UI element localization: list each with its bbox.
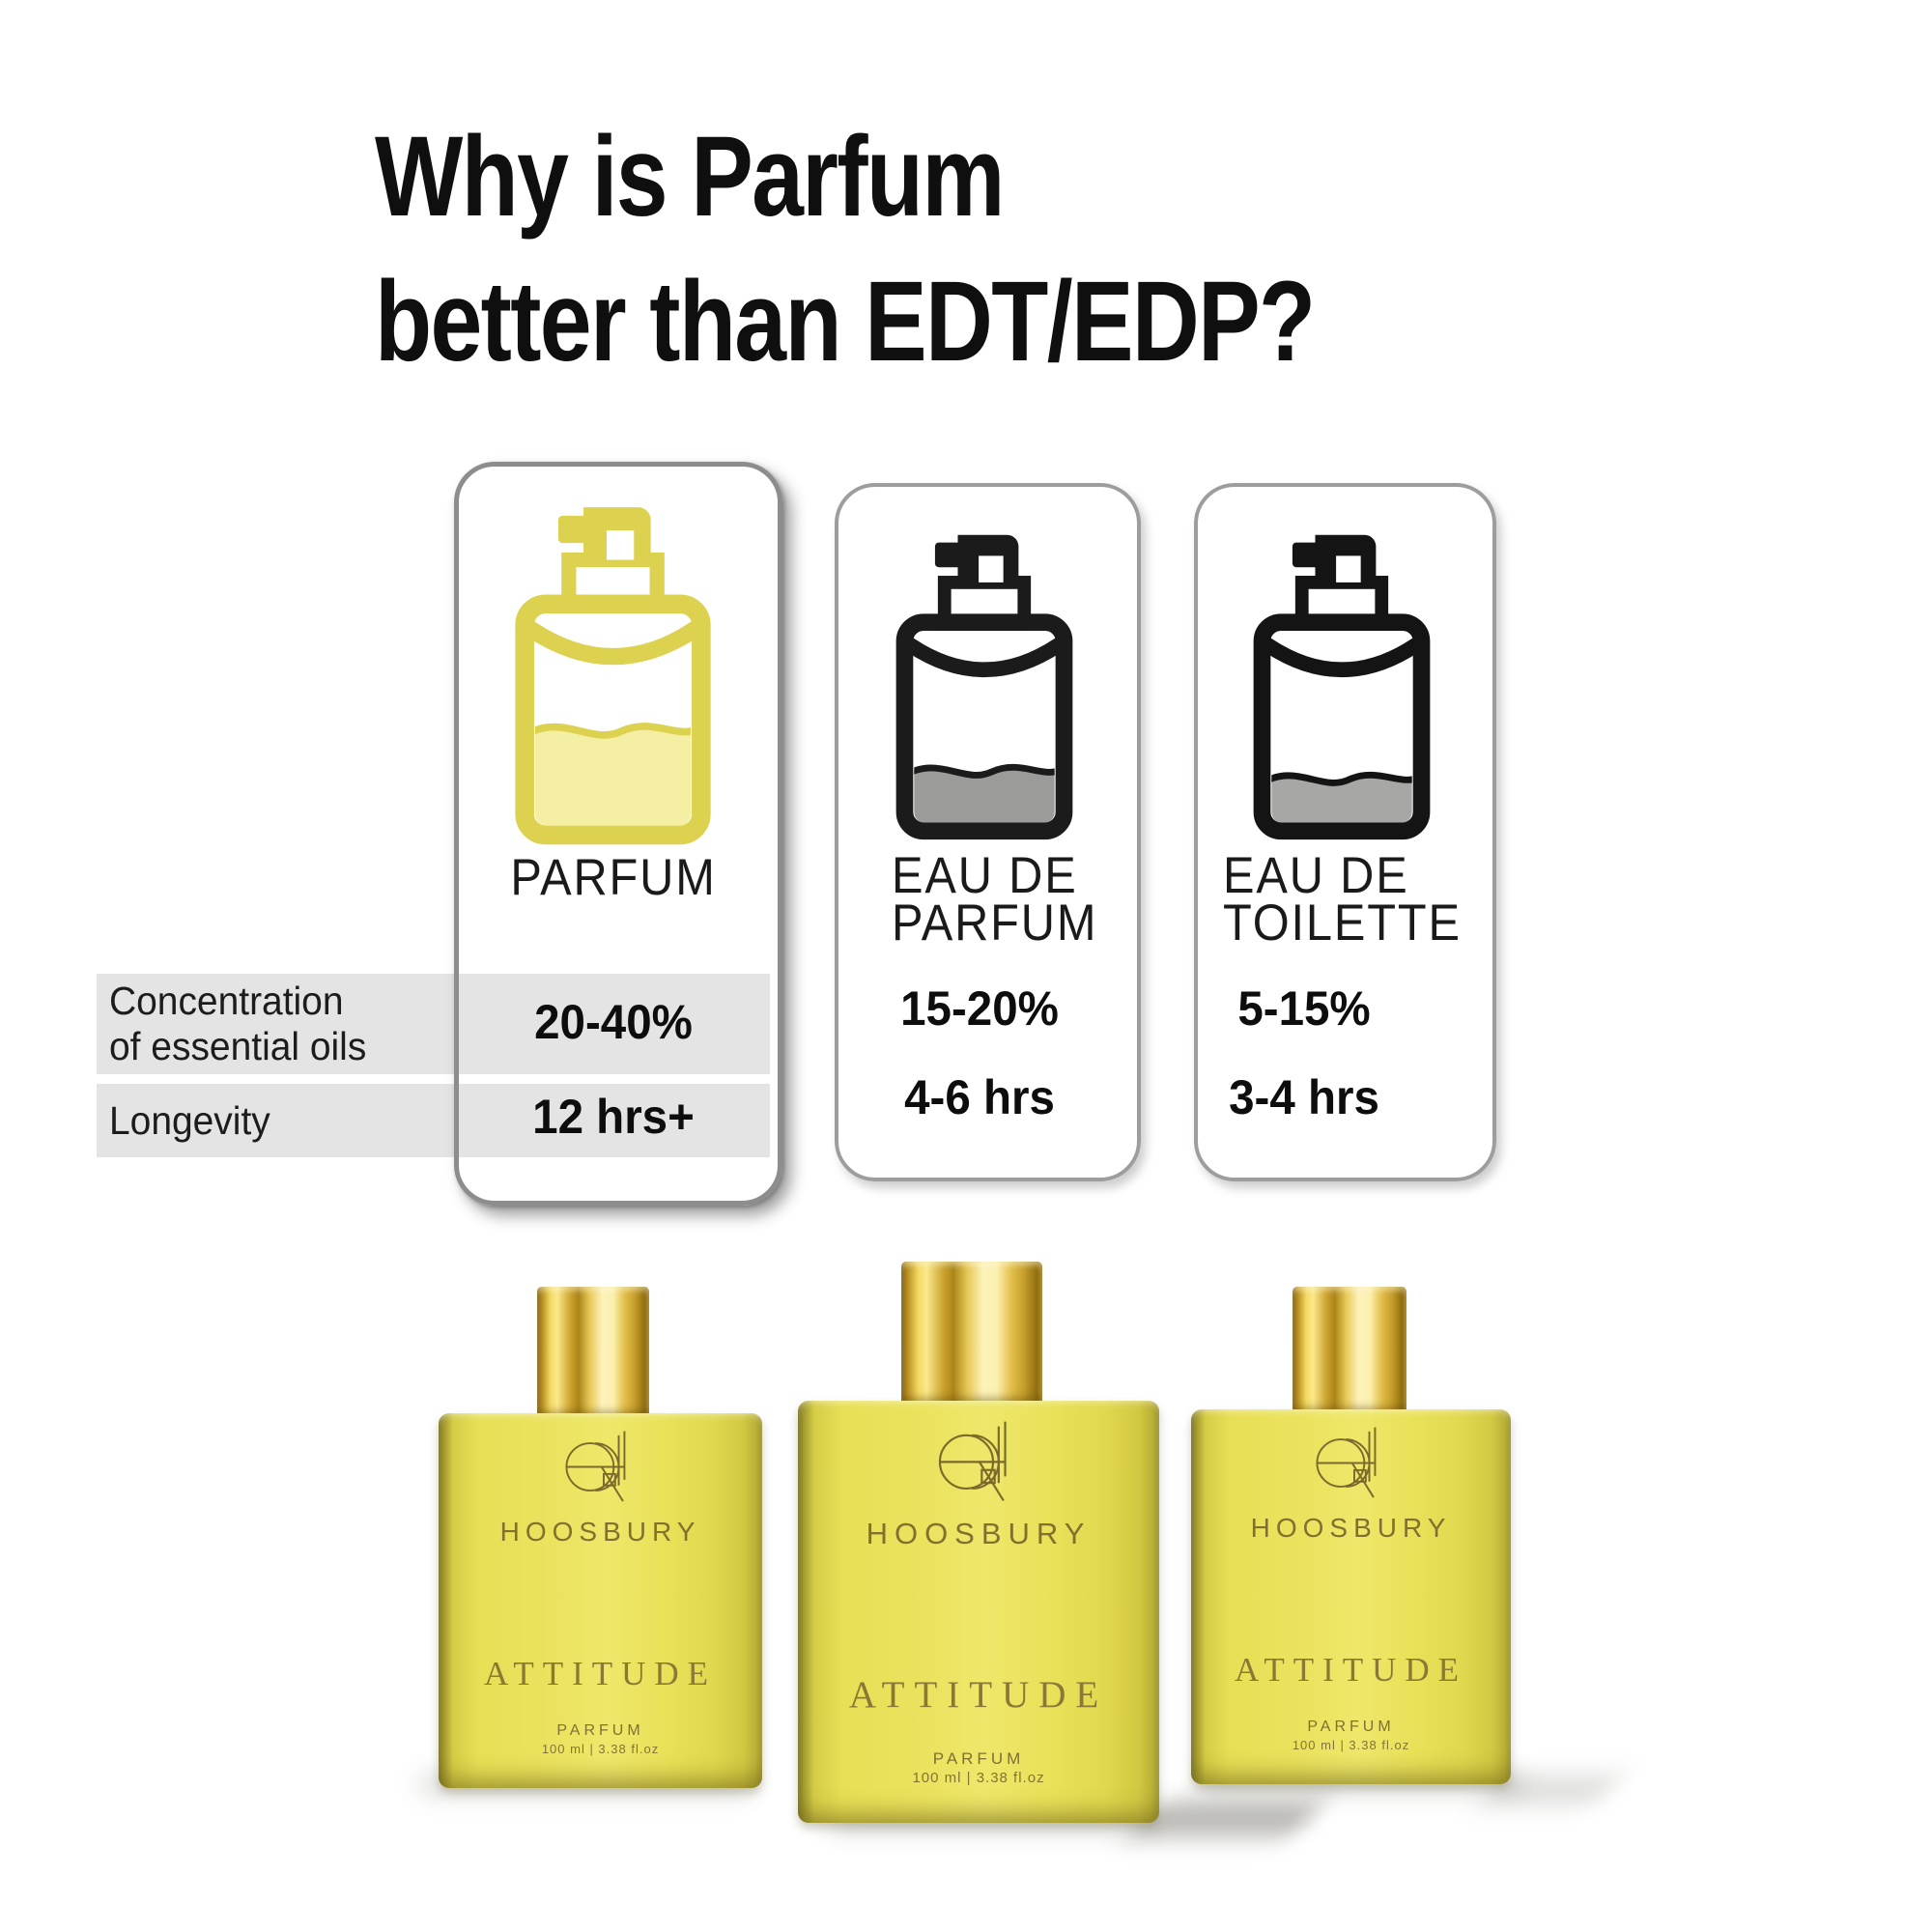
- title-line-2: better than EDT/EDP?: [375, 258, 1316, 385]
- concentration-row-bar: [97, 974, 770, 1074]
- concentration-value-parfum: 20-40%: [534, 995, 693, 1049]
- perfume-bottle-center: HOOSBURY ATTITUDE PARFUM 100 ml | 3.38 f…: [798, 1401, 1159, 1823]
- title-line-1: Why is Parfum: [375, 113, 1005, 241]
- card-name-line: TOILETTE: [1223, 895, 1462, 952]
- brand-name: HOOSBURY: [866, 1517, 1092, 1551]
- brand-name: HOOSBURY: [1250, 1512, 1452, 1543]
- product-name: ATTITUDE: [848, 1673, 1109, 1716]
- card-name-eau-de-parfum: EAU DE PARFUM: [892, 847, 1098, 952]
- product-volume: 100 ml | 3.38 fl.oz: [1292, 1737, 1410, 1752]
- bottle-cap: [1293, 1287, 1406, 1412]
- brand-monogram-icon: [934, 1420, 1023, 1509]
- longevity-value-parfum: 12 hrs+: [532, 1090, 695, 1144]
- row-label-concentration: Concentration of essential oils: [109, 979, 366, 1069]
- bottle-cap: [901, 1262, 1042, 1403]
- concentration-value-edt: 5-15%: [1237, 981, 1371, 1036]
- card-name-line: EAU DE: [892, 847, 1078, 904]
- row-label-longevity: Longevity: [109, 1098, 270, 1144]
- spray-bottle-icon: [487, 495, 739, 852]
- row-label-line: Concentration: [109, 979, 344, 1023]
- perfume-bottle-left: HOOSBURY ATTITUDE PARFUM 100 ml | 3.38 f…: [439, 1413, 762, 1788]
- product-type: PARFUM: [556, 1722, 644, 1740]
- card-name-line: PARFUM: [892, 895, 1098, 952]
- card-name-eau-de-toilette: EAU DE TOILETTE: [1223, 847, 1462, 952]
- spray-bottle-icon: [1228, 524, 1456, 846]
- card-name-line: PARFUM: [510, 849, 717, 906]
- product-volume: 100 ml | 3.38 fl.oz: [912, 1770, 1045, 1787]
- brand-name: HOOSBURY: [499, 1516, 701, 1547]
- bottle-shadow: [1131, 1803, 1322, 1835]
- product-name: ATTITUDE: [1234, 1651, 1468, 1690]
- brand-monogram-icon: [1312, 1426, 1390, 1504]
- product-name: ATTITUDE: [483, 1655, 718, 1693]
- bottle-cap: [537, 1287, 649, 1416]
- product-type: PARFUM: [1307, 1719, 1395, 1736]
- brand-monogram-icon: [561, 1430, 639, 1508]
- longevity-value-edp: 4-6 hrs: [904, 1070, 1055, 1124]
- perfume-bottle-right: HOOSBURY ATTITUDE PARFUM 100 ml | 3.38 f…: [1191, 1409, 1511, 1784]
- card-name-line: EAU DE: [1223, 847, 1409, 904]
- concentration-value-edp: 15-20%: [900, 981, 1059, 1036]
- product-volume: 100 ml | 3.38 fl.oz: [541, 1741, 660, 1756]
- page-title: Why is Parfum better than EDT/EDP?: [375, 104, 1316, 394]
- longevity-row-bar: [97, 1084, 770, 1157]
- row-label-line: of essential oils: [109, 1024, 367, 1068]
- card-name-parfum: PARFUM: [467, 849, 760, 906]
- row-label-line: Longevity: [109, 1098, 270, 1143]
- longevity-value-edt: 3-4 hrs: [1229, 1070, 1379, 1124]
- product-type: PARFUM: [932, 1748, 1025, 1768]
- spray-bottle-icon: [870, 524, 1098, 846]
